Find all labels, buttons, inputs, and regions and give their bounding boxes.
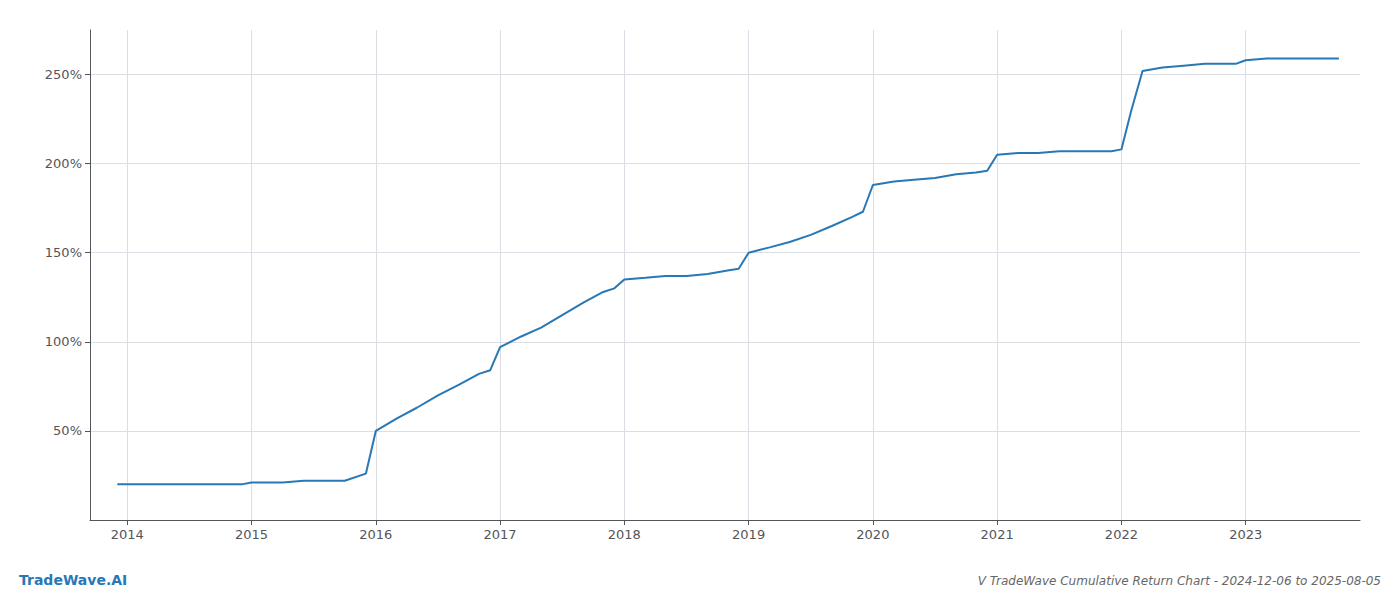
svg-text:150%: 150% bbox=[45, 245, 82, 260]
svg-text:TradeWave.AI: TradeWave.AI bbox=[19, 572, 127, 588]
svg-text:2018: 2018 bbox=[608, 527, 641, 542]
svg-text:2017: 2017 bbox=[484, 527, 517, 542]
svg-text:2022: 2022 bbox=[1105, 527, 1138, 542]
svg-text:2016: 2016 bbox=[359, 527, 392, 542]
svg-text:2023: 2023 bbox=[1229, 527, 1262, 542]
svg-text:50%: 50% bbox=[53, 423, 82, 438]
svg-text:V TradeWave Cumulative Return: V TradeWave Cumulative Return Chart - 20… bbox=[978, 574, 1381, 588]
svg-text:2021: 2021 bbox=[981, 527, 1014, 542]
svg-text:2019: 2019 bbox=[732, 527, 765, 542]
svg-text:2015: 2015 bbox=[235, 527, 268, 542]
svg-text:2014: 2014 bbox=[111, 527, 144, 542]
svg-text:250%: 250% bbox=[45, 67, 82, 82]
svg-text:100%: 100% bbox=[45, 334, 82, 349]
svg-text:2020: 2020 bbox=[856, 527, 889, 542]
svg-text:200%: 200% bbox=[45, 156, 82, 171]
